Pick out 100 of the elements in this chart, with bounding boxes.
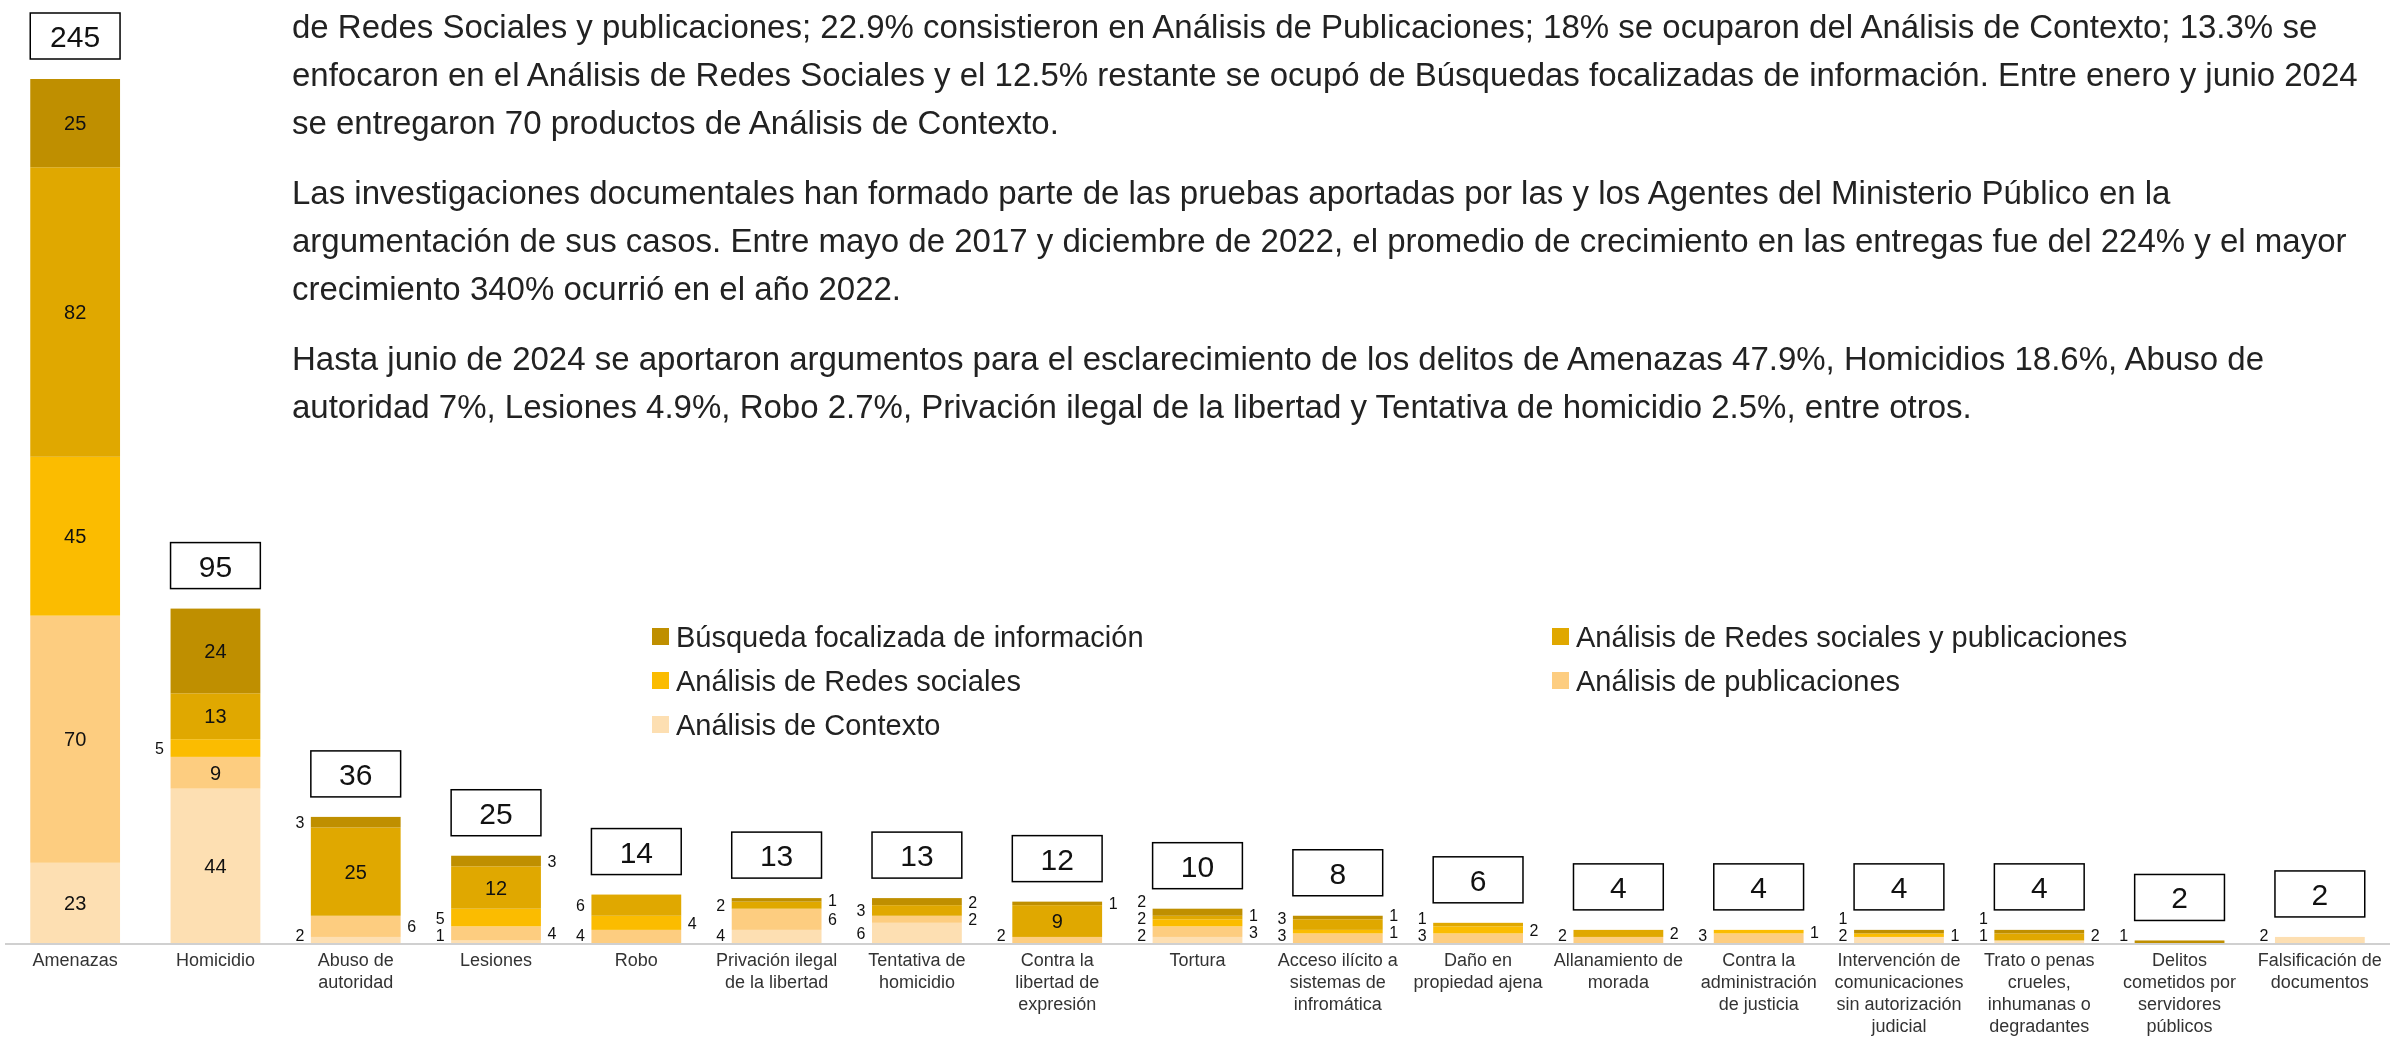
data-label: 4 (716, 927, 726, 944)
data-label: 2 (1137, 910, 1147, 927)
data-label: 1 (1417, 910, 1427, 927)
data-label: 6 (407, 918, 417, 936)
data-label: 1 (1248, 906, 1258, 924)
data-label: 2 (1669, 925, 1679, 943)
data-label: 2 (1838, 927, 1848, 944)
bar (170, 756, 261, 789)
x-tick-label: Tentativa de homicidio (868, 950, 966, 992)
x-tick-label: Acceso ilícito a sistemas de infromática (1277, 950, 1399, 1014)
data-label: 2 (1137, 927, 1147, 944)
total-label: 4 (1610, 870, 1627, 904)
total-label: 2 (2171, 881, 2188, 915)
data-label: 24 (204, 639, 227, 662)
data-label: 1 (435, 927, 445, 944)
total-label: 13 (900, 839, 934, 873)
data-label: 3 (1417, 927, 1427, 944)
data-label: 1 (1950, 927, 1960, 944)
bar (872, 915, 962, 923)
data-label: 6 (575, 897, 585, 915)
bar (591, 894, 682, 916)
data-label: 2 (295, 927, 305, 944)
data-label: 44 (204, 855, 227, 878)
data-label: 4 (575, 927, 585, 944)
data-label: 9 (209, 761, 221, 784)
total-label: 4 (1750, 870, 1768, 904)
legend-label: Análisis de Redes sociales (676, 665, 1021, 697)
bar (731, 929, 822, 944)
data-label: 1 (1810, 923, 1820, 941)
legend-label: Análisis de Contexto (676, 709, 941, 741)
data-label: 3 (1248, 923, 1258, 941)
bar (170, 788, 261, 944)
bar (451, 855, 541, 867)
bar (170, 693, 261, 740)
bar (30, 167, 121, 457)
total-label: 245 (50, 20, 101, 53)
total-label: 95 (198, 549, 233, 583)
data-label: 70 (64, 728, 87, 751)
total-label: 36 (339, 757, 373, 791)
data-label: 12 (484, 876, 508, 899)
total-label: 25 (479, 796, 513, 830)
data-label: 2 (716, 897, 726, 915)
x-tick-label: Amenazas (32, 950, 118, 970)
data-label: 45 (64, 525, 87, 548)
data-label: 2 (1137, 893, 1147, 910)
x-tick-label: Falsificación de documentos (2257, 950, 2382, 992)
data-label: 23 (64, 892, 87, 915)
data-label: 3 (547, 853, 557, 871)
data-label: 3 (1698, 927, 1708, 944)
data-label: 2 (1529, 921, 1539, 939)
data-label: 6 (828, 911, 838, 929)
total-label: 4 (1890, 870, 1908, 904)
data-label: 3 (1277, 927, 1287, 944)
x-tick-label: Tortura (1169, 950, 1227, 970)
legend-label: Análisis de publicaciones (1576, 665, 1901, 697)
x-tick-label: Contra la libertad de expresión (1015, 950, 1100, 1014)
legend-label: Búsqueda focalizada de información (676, 621, 1144, 653)
data-label: 4 (687, 914, 697, 932)
legend-label: Análisis de Redes sociales y publicaciones (1576, 621, 2128, 653)
data-label: 1 (1978, 910, 1988, 927)
bar (30, 615, 121, 863)
data-label: 3 (1277, 910, 1287, 927)
annotation: Las investigaciones documentales han formado parte de las pruebas aportadas por las y los Agentes del Ministerio Público en la argumentación de sus casos. Entre mayo de 2017 y diciembre de 2022, el promedio de crecimiento en las entregas fue del 224% y el mayor crecimiento 340% ocurrió en el año 2022. (292, 174, 2347, 307)
bar (451, 866, 541, 909)
bar (872, 898, 962, 906)
bar (1433, 933, 1523, 944)
x-tick-label: Robo (614, 950, 658, 970)
bar (1854, 933, 1944, 937)
total-label: 12 (1040, 842, 1074, 876)
bar (1012, 905, 1103, 937)
data-label: 6 (856, 925, 866, 943)
bar (1152, 926, 1243, 937)
bar (872, 922, 962, 944)
x-tick-label: Privación ilegal de la libertad (716, 950, 838, 992)
data-label: 2 (1558, 927, 1568, 944)
total-label: 14 (619, 835, 654, 869)
bar (30, 456, 121, 616)
data-label: 2 (2090, 927, 2100, 944)
data-label: 1 (2119, 927, 2129, 944)
total-label: 8 (1329, 856, 1347, 890)
x-tick-label: Trato o penas crueles, inhumanas o degradantes (1984, 950, 2095, 1036)
bar (731, 901, 822, 909)
bar (1152, 919, 1243, 927)
bar (1713, 933, 1804, 944)
data-label: 3 (295, 814, 305, 832)
data-label: 9 (1051, 910, 1063, 933)
data-label: 2 (968, 911, 978, 929)
data-label: 2 (996, 927, 1006, 944)
bar (731, 908, 822, 930)
x-tick-label: Daño en propiedad ajena (1413, 950, 1544, 992)
bar (310, 816, 401, 828)
data-label: 2 (968, 893, 978, 911)
bar (591, 915, 682, 930)
data-label: 1 (1108, 895, 1118, 913)
bar (30, 79, 121, 168)
bar (451, 908, 541, 927)
bar (1152, 908, 1243, 916)
total-label: 10 (1180, 849, 1215, 883)
data-label: 25 (344, 860, 367, 883)
total-label: 4 (2030, 870, 2048, 904)
